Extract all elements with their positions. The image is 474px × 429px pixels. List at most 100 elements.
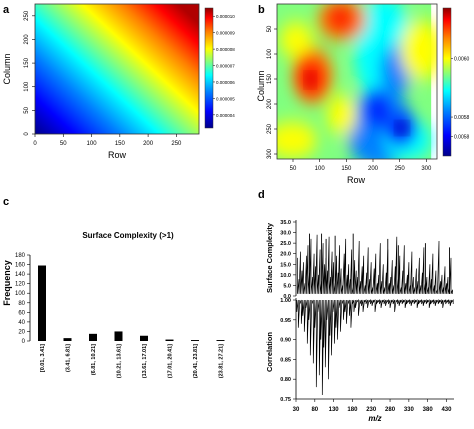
colorbar-tick-label-a: 0.000010 [216, 14, 235, 19]
x-tick-label-a: 200 [143, 141, 154, 147]
y-tick-label-d-top: 15.0 [280, 262, 291, 268]
y-axis-ticks-d-top: 0.0 5.0 10.0 15.0 20.0 25.0 30.0 35.0 [280, 220, 296, 300]
y-tick-label-a: 200 [24, 34, 30, 45]
x-tick-label-c: (20.41, 23.81] [193, 344, 199, 378]
bar-c [38, 265, 46, 341]
x-axis-label-a: Row [108, 150, 127, 160]
colorbar-tick-label-a: 0.000009 [216, 31, 235, 36]
x-tick-label-a: 150 [115, 141, 126, 147]
y-tick-label-c: 100 [15, 291, 26, 297]
y-tick-label-a: 0 [24, 132, 30, 136]
x-tick-label-c: (13.61, 17.01] [142, 344, 148, 378]
y-tick-label-b: 150 [267, 73, 273, 84]
y-tick-label-d-bottom: 1.00 [280, 298, 291, 304]
y-tick-label-d-bottom: 0.75 [280, 397, 291, 403]
bar-c [89, 333, 97, 341]
panel-a: 0 50 100 150 200 250 0 50 100 150 200 250 Row Colu… [2, 3, 235, 160]
colorbar-tick-label-a: 0.000006 [216, 80, 235, 85]
colorbar-b-ticks: 0.0060 0.0058 0.0058 [451, 57, 470, 141]
panel-c: Surface Complexity (>1) Frequency 0 20 40 6… [2, 231, 225, 378]
y-axis-ticks-b: 50 100 150 200 250 300 [267, 25, 277, 159]
x-tick-label-d: 180 [347, 407, 358, 413]
y-tick-label-d-bottom: 0.85 [280, 357, 291, 363]
y-tick-label-a: 150 [24, 57, 30, 68]
x-tick-label-c: (10.21, 13.61] [117, 344, 123, 378]
y-tick-label-b: 250 [267, 123, 273, 134]
colorbar-tick-label-b: 0.0058 [454, 115, 470, 121]
y-tick-label-c: 0 [22, 339, 26, 345]
y-tick-label-d-top: 30.0 [280, 231, 291, 237]
x-axis-label-d: m/z [368, 414, 381, 423]
colorbar-b [442, 7, 452, 157]
y-tick-label-a: 50 [24, 106, 30, 113]
x-tick-label-b: 200 [368, 166, 379, 172]
colorbar-tick-label-a: 0.000007 [216, 64, 235, 69]
bar-c [216, 340, 225, 341]
x-axis-labels-c: [0.01, 3.41] (3.41, 6.81] (6.81, 10.21] (10… [40, 344, 225, 378]
x-axis-ticks-a: 0 50 100 150 200 250 [33, 134, 182, 147]
colorbar-tick-label-b: 0.0060 [454, 57, 470, 63]
y-tick-label-c: 20 [18, 329, 25, 335]
panel-label-d: d [258, 189, 265, 201]
y-tick-label-d-top: 35.0 [280, 220, 291, 226]
x-tick-label-d: 380 [423, 407, 434, 413]
y-axis-label-b: Column [256, 70, 266, 101]
y-tick-label-d-top: 5.0 [283, 283, 291, 289]
x-tick-label-b: 100 [315, 166, 326, 172]
y-tick-label-d-top: 10.0 [280, 273, 291, 279]
x-tick-label-a: 50 [60, 141, 67, 147]
y-tick-label-d-top: 0.0 [283, 294, 291, 300]
x-tick-label-c: (23.81, 27.21] [219, 344, 225, 378]
x-tick-label-d: 230 [366, 407, 377, 413]
y-tick-label-d-bottom: 0.80 [280, 377, 291, 383]
y-tick-label-a: 100 [24, 81, 30, 92]
heatmap-b-frame [276, 3, 438, 160]
panel-label-a: a [3, 4, 10, 16]
y-axis-label-c: Frequency [2, 260, 12, 306]
x-tick-label-d: 80 [311, 407, 318, 413]
panel-label-b: b [258, 4, 265, 16]
x-axis-ticks-d: 30 80 130 180 230 280 330 380 430 [293, 399, 452, 413]
x-tick-label-d: 280 [385, 407, 396, 413]
line-surface-complexity [297, 234, 453, 295]
colorbar-tick-label-a: 0.000004 [216, 113, 235, 118]
y-tick-label-c: 120 [15, 282, 26, 288]
colorbar-a [204, 7, 214, 129]
x-tick-label-d: 430 [441, 407, 452, 413]
y-tick-label-d-bottom: 0.90 [280, 338, 291, 344]
heatmap-a-frame [34, 3, 200, 135]
y-axis-label-d-bottom: Correlation [265, 332, 274, 372]
series-surface-complexity [297, 233, 453, 295]
y-tick-label-a: 250 [24, 10, 30, 21]
chart-title-c: Surface Complexity (>1) [82, 231, 174, 240]
heatmap-a [35, 4, 199, 134]
y-axis-label-a: Column [2, 53, 12, 84]
y-tick-label-c: 80 [18, 301, 25, 307]
colorbar-tick-label-a: 0.000008 [216, 47, 235, 52]
x-axis-ticks-b: 50 100 150 200 250 300 [290, 159, 432, 172]
x-tick-label-b: 300 [421, 166, 432, 172]
y-tick-label-c: 180 [15, 253, 26, 259]
x-tick-label-a: 250 [171, 141, 182, 147]
x-tick-label-d: 330 [404, 407, 415, 413]
x-tick-label-b: 150 [341, 166, 352, 172]
x-tick-label-a: 0 [33, 141, 37, 147]
colorbar-tick-label-a: 0.000005 [216, 96, 235, 101]
y-tick-label-c: 60 [18, 310, 25, 316]
y-tick-label-c: 160 [15, 263, 26, 269]
x-tick-label-d: 130 [329, 407, 340, 413]
bar-c [191, 340, 199, 341]
heatmap-b [277, 4, 437, 159]
x-tick-label-c: (17.01, 20.41] [168, 344, 174, 378]
y-tick-label-d-top: 25.0 [280, 241, 291, 247]
panel-label-c: c [3, 196, 9, 208]
y-tick-label-b: 200 [267, 98, 273, 109]
x-tick-label-b: 250 [395, 166, 406, 172]
x-tick-label-c: (6.81, 10.21] [91, 344, 97, 375]
x-tick-label-d: 30 [293, 407, 300, 413]
bar-c [165, 339, 174, 341]
y-tick-label-c: 140 [15, 272, 26, 278]
x-tick-label-a: 100 [87, 141, 98, 147]
